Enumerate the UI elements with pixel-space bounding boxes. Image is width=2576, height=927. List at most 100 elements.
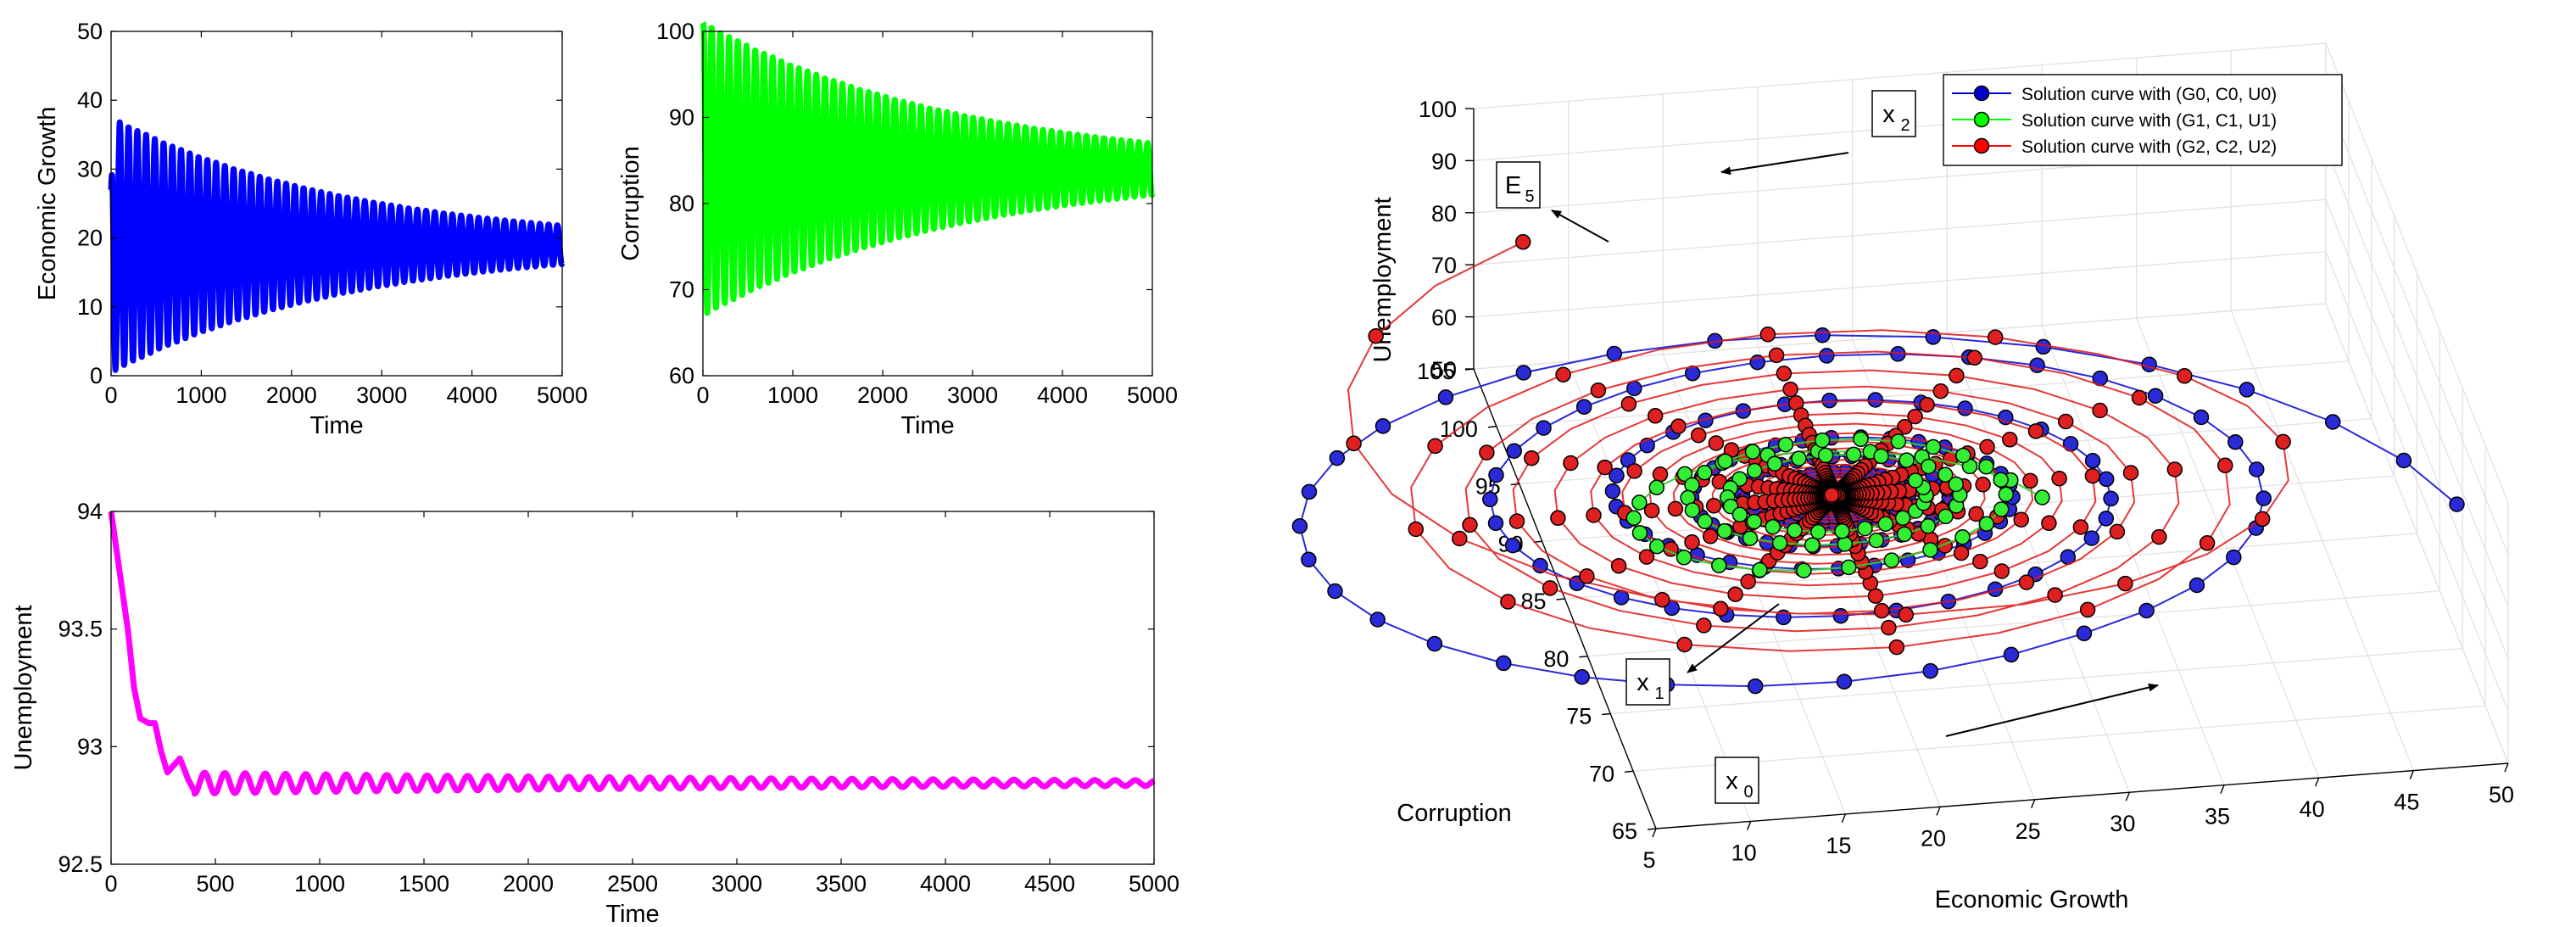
- curve-marker-green: [1752, 561, 1768, 578]
- y-tick-label: 100: [656, 19, 694, 44]
- curve-marker-blue: [1506, 443, 1522, 459]
- grid-line: [2325, 42, 2509, 504]
- y-tick-label: 40: [77, 87, 103, 113]
- z-tick-label: 80: [1431, 201, 1457, 226]
- curve-marker-red: [1610, 557, 1627, 574]
- grid-line: [2325, 251, 2509, 712]
- curve-marker-red: [1953, 544, 1970, 561]
- x-tick-label: 3000: [947, 383, 998, 408]
- curve-marker-green: [1978, 516, 1995, 532]
- label-x2-subscript: 2: [1901, 116, 1910, 135]
- curve-marker-blue: [1369, 611, 1386, 628]
- x-tick-label: 3000: [711, 871, 762, 896]
- x-axis-label: Time: [309, 412, 363, 439]
- curve-marker-green: [1814, 432, 1831, 449]
- x-tick-label: 0: [104, 871, 117, 896]
- curve-marker-red: [1597, 459, 1613, 476]
- curve-marker-blue: [1867, 392, 1884, 408]
- y-tick-label: 50: [77, 19, 103, 44]
- label-x0: x: [1726, 768, 1738, 795]
- label-x0-subscript: 0: [1744, 783, 1754, 801]
- curve-marker-green: [1648, 538, 1665, 555]
- curve-marker-blue: [2138, 602, 2155, 619]
- curve-marker-red: [1705, 498, 1722, 514]
- label-x1-subscript: 1: [1655, 684, 1664, 703]
- curve-marker-red: [2151, 528, 2167, 545]
- curve-marker-blue: [1925, 329, 1942, 345]
- y-axis-label: Economic Growth: [34, 107, 61, 301]
- curve-marker-red: [1987, 329, 2004, 345]
- x-tick-label: 1500: [399, 871, 449, 896]
- curve-marker-blue: [1536, 420, 1552, 436]
- curve-marker-blue: [1329, 450, 1346, 466]
- x-tick-label: 20: [1921, 825, 1946, 851]
- arrow-x1: [1687, 603, 1780, 673]
- curve-marker-red: [1590, 382, 1607, 399]
- curve-marker-red: [1888, 639, 1905, 656]
- label-x0-box: [1715, 757, 1759, 804]
- curve-marker-red: [1555, 366, 1571, 383]
- grid-line: [2325, 303, 2509, 764]
- legend: Solution curve with (G0, C0, U0) Solution…: [1943, 74, 2343, 166]
- curve-marker-red: [1452, 530, 1468, 547]
- curve-marker-blue: [1574, 668, 1590, 685]
- curve-marker-red: [1620, 396, 1637, 412]
- curve-marker-green: [1955, 447, 1971, 464]
- curve-marker-blue: [1836, 673, 1853, 690]
- x-tick-label: 5000: [537, 383, 588, 408]
- x-tick-mark: [2220, 785, 2225, 794]
- curve-marker-red: [1643, 502, 1660, 519]
- y-tick-label: 65: [1612, 818, 1637, 844]
- legend-marker: [1973, 111, 1990, 128]
- x-tick-label: 2000: [503, 871, 554, 896]
- z-tick-label: 70: [1431, 253, 1457, 278]
- curve-marker-blue: [1504, 537, 1521, 554]
- y-tick-label: 90: [669, 105, 694, 131]
- curve-marker-green: [1890, 433, 1907, 450]
- curve-marker-red: [1508, 513, 1525, 529]
- curve-marker-green: [1894, 510, 1911, 527]
- legend-entry-label: Solution curve with (G1, C1, U1): [2021, 111, 2277, 131]
- curve-marker-red: [1966, 349, 1982, 366]
- series-line-unemployment: [108, 511, 1157, 797]
- curve-marker-red: [1684, 534, 1700, 550]
- y-tick-label: 30: [77, 156, 103, 181]
- y-tick-label: 93: [77, 734, 103, 759]
- curve-marker-red: [1626, 463, 1642, 479]
- curve-marker-blue: [2147, 388, 2164, 404]
- y-tick-mark: [1602, 712, 1611, 716]
- x-tick-mark: [1747, 821, 1752, 830]
- curve-marker-red: [1968, 505, 1984, 522]
- curve-marker-green: [1631, 494, 1648, 511]
- curve-marker-blue: [2076, 625, 2093, 642]
- label-x2: x: [1882, 101, 1895, 128]
- curve-marker-blue: [2226, 549, 2242, 566]
- curve-marker-red: [1654, 591, 1670, 608]
- x-tick-label: 5: [1642, 847, 1655, 873]
- x-tick-mark: [2315, 777, 2320, 787]
- curve-marker-red: [2002, 432, 2018, 448]
- curve-marker-green: [1921, 458, 1937, 475]
- curve-marker-red: [1713, 600, 1729, 617]
- y-tick-label: 75: [1566, 704, 1592, 729]
- x-tick-mark: [1936, 807, 1941, 816]
- curve-marker-green: [1907, 472, 1924, 489]
- x-tick-label: 2000: [857, 383, 908, 408]
- curve-marker-blue: [1922, 662, 1938, 679]
- curve-marker-red: [2027, 423, 2044, 439]
- grid-line: [1587, 590, 2440, 657]
- curve-marker-red: [1768, 347, 1785, 364]
- curve-marker-blue: [2228, 433, 2244, 450]
- curve-marker-red: [1676, 636, 1692, 653]
- curve-marker-blue: [2098, 471, 2115, 488]
- curve-marker-blue: [2084, 452, 2101, 469]
- x-tick-label: 2500: [607, 871, 658, 896]
- y-tick-label: 93.5: [58, 617, 103, 642]
- curve-marker-red: [2117, 575, 2133, 592]
- curve-marker-green: [1787, 522, 1803, 539]
- x-tick-label: 3000: [356, 383, 407, 408]
- x-tick-label: 4000: [447, 383, 498, 408]
- curve-marker-green: [1804, 537, 1820, 553]
- curve-marker-blue: [2239, 382, 2255, 398]
- curve-marker-blue: [2395, 452, 2412, 469]
